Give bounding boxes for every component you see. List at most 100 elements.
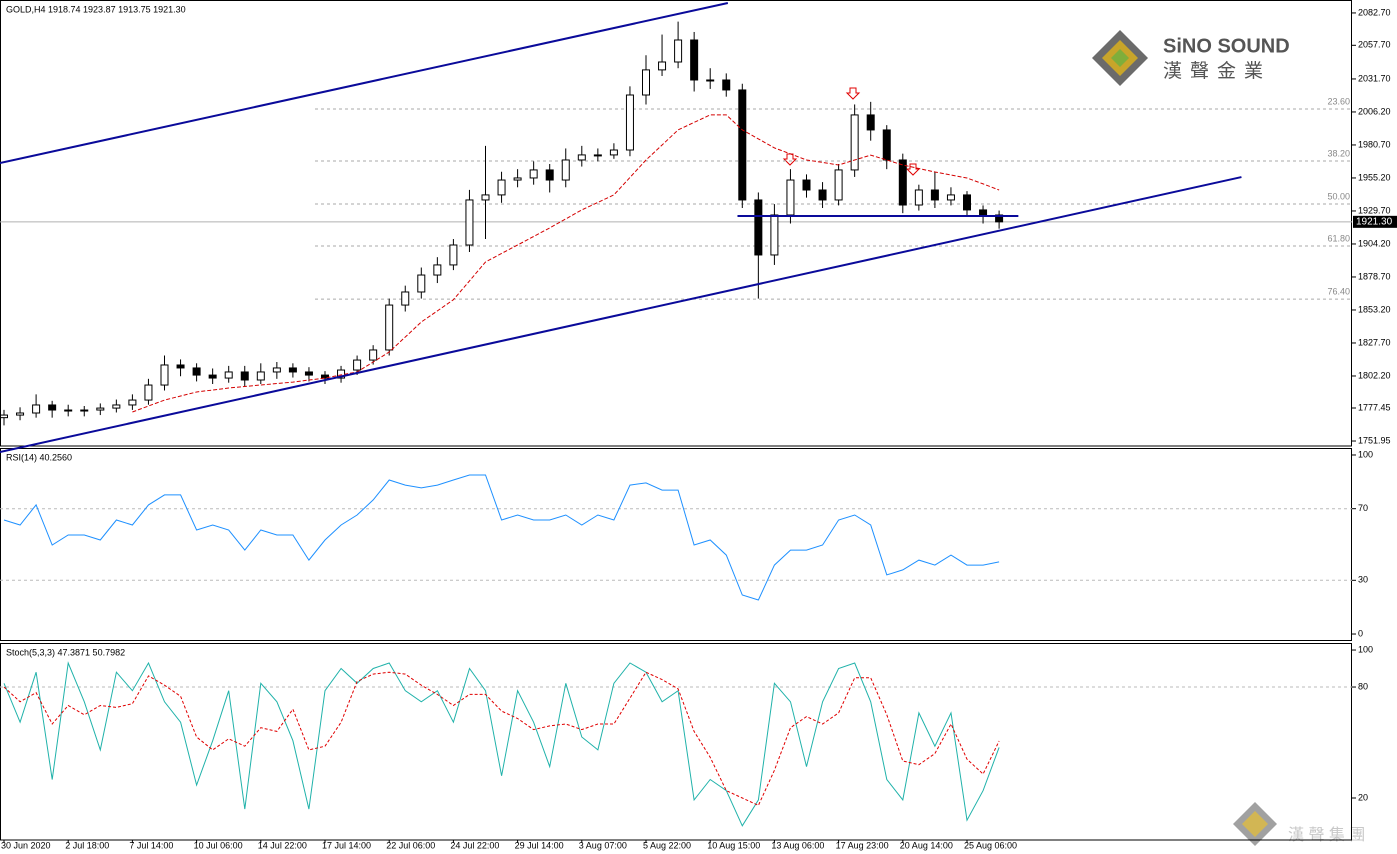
y-tick-label: 1929.70 [1358,205,1391,215]
candle-body [882,129,891,161]
candle-body [690,39,699,81]
price-label-box [1353,215,1397,228]
y-tick-label: 1751.95 [1358,435,1391,445]
candle-body [353,359,362,371]
candle-body [995,214,1004,223]
candle-body [176,364,185,369]
candle-body [32,404,41,414]
candle-body [561,159,570,181]
pane-title: GOLD,H4 1918.74 1923.87 1913.75 1921.30 [6,4,186,14]
candle-body [850,114,859,171]
x-tick-label: 17 Jul 14:00 [322,840,371,850]
down-arrow [845,87,861,100]
fib-label: 23.60 [1327,96,1350,106]
y-tick-label: 1777.45 [1358,402,1391,412]
candle-body [449,244,458,266]
y-tick-label: 1878.70 [1358,271,1391,281]
y-tick-label: 2031.70 [1358,73,1391,83]
x-tick-label: 22 Jul 06:00 [386,840,435,850]
x-tick-label: 2 Jul 18:00 [65,840,109,850]
candle-body [288,367,297,373]
rsi-pane [0,448,1352,641]
candle-body [706,79,715,82]
logo-diamond-core [1111,49,1129,67]
x-tick-label: 13 Aug 06:00 [771,840,824,850]
y-tick-label: 70 [1358,503,1368,513]
candle-body [898,159,907,206]
candle-body [128,399,137,406]
logo-text: SiNO SOUND [1163,35,1290,57]
candle-body [0,414,8,419]
x-tick-label: 10 Aug 15:00 [707,840,760,850]
candle-body [802,179,811,191]
candle-body [866,114,875,131]
candle-body [963,194,971,211]
candle-body [401,291,410,306]
y-tick-label: 1904.20 [1358,238,1391,248]
candle-body [112,404,121,409]
x-tick-label: 20 Aug 14:00 [900,840,953,850]
candle-body [224,371,233,379]
x-tick-label: 5 Aug 22:00 [643,840,691,850]
y-tick-label: 20 [1358,792,1368,802]
candle-body [642,69,650,96]
candle-body [304,371,313,376]
fib-label: 38.20 [1327,148,1350,158]
candle-body [674,39,683,63]
x-tick-label: 7 Jul 14:00 [129,840,173,850]
candle-body [658,61,667,71]
candle-body [385,304,394,351]
y-tick-label: 0 [1358,628,1363,638]
candle-body [946,194,955,201]
x-tick-label: 29 Jul 14:00 [515,840,564,850]
y-tick-label: 1853.20 [1358,304,1391,314]
candle-body [529,169,538,179]
logo-text-cn: 漢 聲 集 團 [1288,826,1365,844]
pane-title: Stoch(5,3,3) 47.3871 50.7982 [6,647,125,657]
x-tick-label: 24 Jul 22:00 [450,840,499,850]
y-tick-label: 80 [1358,681,1368,691]
down-arrow [782,153,798,166]
candle-body [144,384,153,401]
candle-body [497,179,506,196]
candle-body [609,149,618,156]
candle-body [96,407,105,411]
candle-body [577,154,586,161]
indicator-line [3,661,1000,827]
fib-label: 50.00 [1327,191,1350,201]
candle-body [208,374,217,379]
stoch-pane [0,643,1352,841]
candle-body [770,214,779,256]
candle-body [80,409,89,412]
candle-body [786,179,795,216]
pane-title: RSI(14) 40.2560 [6,452,72,462]
trendline [0,176,1242,454]
candle-body [593,154,602,157]
y-tick-label: 2082.70 [1358,7,1391,17]
y-tick-label: 1980.70 [1358,139,1391,149]
candle-body [369,349,378,361]
x-tick-label: 10 Jul 06:00 [194,840,243,850]
fib-label: 61.80 [1327,233,1350,243]
indicator-line [3,474,1000,601]
candle-body [240,371,249,381]
logo: SiNO SOUND 漢聲金業 [1092,30,1290,86]
x-tick-label: 14 Jul 22:00 [258,840,307,850]
candle-body [513,177,522,181]
candle-body [48,404,57,411]
trendline [0,2,729,165]
candle-body [160,364,169,386]
fib-label: 76.40 [1327,286,1350,296]
candle-body [930,189,939,201]
y-tick-label: 100 [1358,644,1373,654]
x-tick-label: 3 Aug 07:00 [579,840,627,850]
candle-body [818,189,827,201]
candle-body [834,169,843,201]
candle-body [272,367,281,373]
x-tick-label: 17 Aug 23:00 [836,840,889,850]
candle-body [722,79,731,91]
candle-body [754,199,763,256]
candle-body [465,199,474,246]
